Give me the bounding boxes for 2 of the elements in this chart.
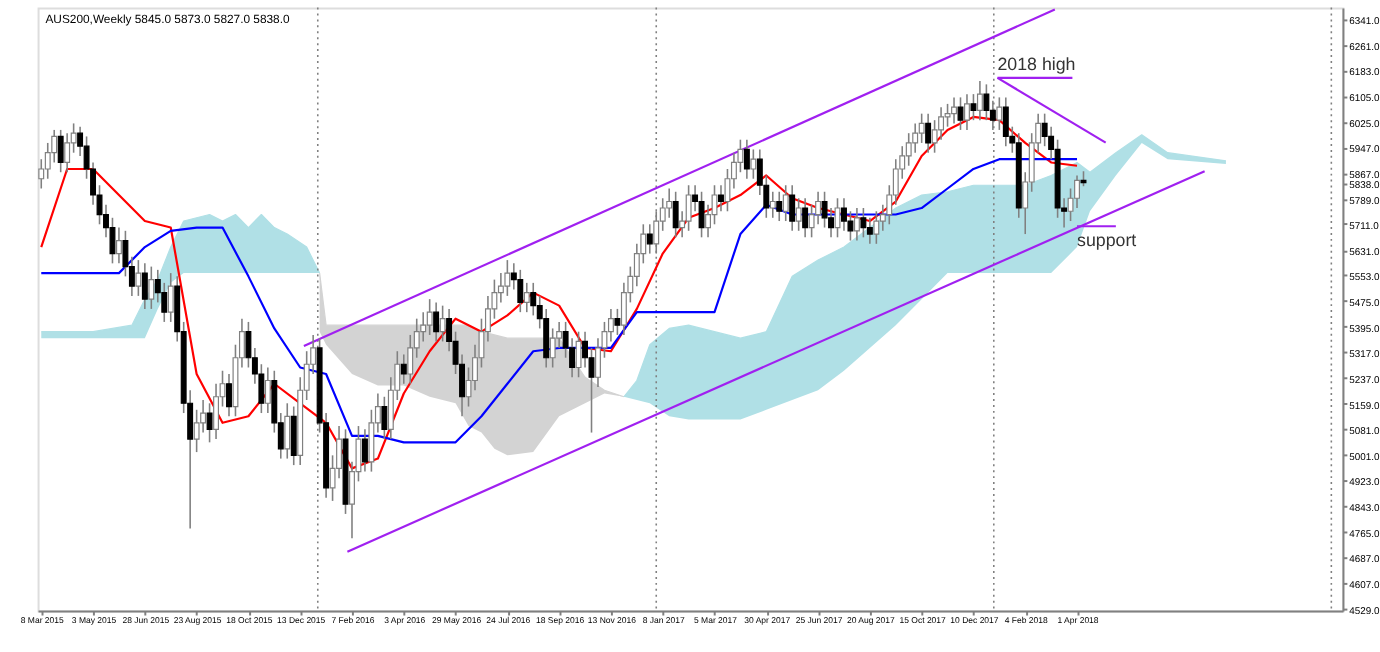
annotation: 2018 high: [997, 53, 1076, 74]
annotation: support: [1077, 230, 1138, 251]
